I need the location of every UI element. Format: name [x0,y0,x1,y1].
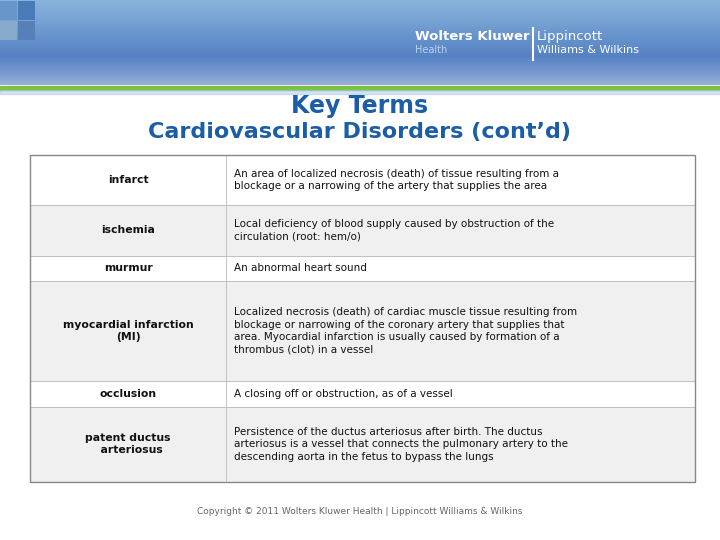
Text: Key Terms: Key Terms [292,94,428,118]
Bar [0,21,17,40]
Text: Wolters Kluwer: Wolters Kluwer [415,30,530,43]
Text: Williams & Wilkins: Williams & Wilkins [537,45,639,55]
Bar [30,381,695,407]
Text: occlusion: occlusion [99,389,157,399]
Bar [30,407,695,482]
Bar [30,205,695,255]
Text: patent ductus
  arteriosus: patent ductus arteriosus [86,434,171,455]
Bar [18,21,35,40]
Bar [30,155,695,482]
Bar [0,1,17,20]
Text: Cardiovascular Disorders (cont’d): Cardiovascular Disorders (cont’d) [148,122,572,142]
Text: An abnormal heart sound: An abnormal heart sound [234,263,367,273]
Text: A closing off or obstruction, as of a vessel: A closing off or obstruction, as of a ve… [234,389,453,399]
Text: Local deficiency of blood supply caused by obstruction of the
circulation (root:: Local deficiency of blood supply caused … [234,219,554,242]
Text: infarct: infarct [108,175,148,185]
Text: An area of localized necrosis (death) of tissue resulting from a
blockage or a n: An area of localized necrosis (death) of… [234,169,559,191]
Text: Copyright © 2011 Wolters Kluwer Health | Lippincott Williams & Wilkins: Copyright © 2011 Wolters Kluwer Health |… [197,508,523,516]
Bar [30,281,695,381]
Bar [30,255,695,281]
Text: Health: Health [415,45,447,55]
Bar [30,155,695,205]
Text: murmur: murmur [104,263,153,273]
Text: ischemia: ischemia [101,226,155,235]
Text: Persistence of the ductus arteriosus after birth. The ductus
arteriosus is a ves: Persistence of the ductus arteriosus aft… [234,427,568,462]
Text: Localized necrosis (death) of cardiac muscle tissue resulting from
blockage or n: Localized necrosis (death) of cardiac mu… [234,307,577,355]
Text: myocardial infarction
(MI): myocardial infarction (MI) [63,320,194,342]
Bar [18,1,35,20]
Text: Lippincott: Lippincott [537,30,603,43]
